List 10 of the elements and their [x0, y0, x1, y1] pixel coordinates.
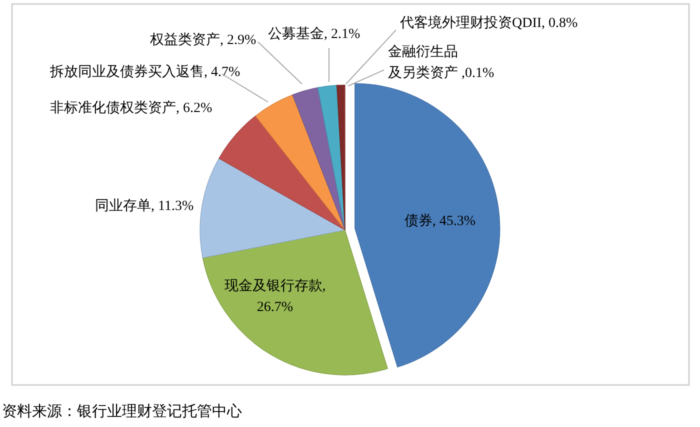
slice-label: 现金及银行存款,26.7% — [224, 278, 326, 315]
slice-label: 公募基金, 2.1% — [268, 26, 360, 42]
slice-label: 拆放同业及债券买入返售, 4.7% — [49, 64, 240, 80]
slice-label: 非标准化债权类资产, 6.2% — [50, 100, 212, 116]
slice-label: 同业存单, 11.3% — [95, 198, 194, 214]
slice-label: 权益类资产, 2.9% — [149, 32, 256, 48]
slice-label: 金融衍生品及另类资产 ,0.1% — [388, 44, 494, 81]
slice-label: 代客境外理财投资QDII, 0.8% — [399, 15, 578, 31]
text: 资料来源：银行业理财登记托管中心 — [2, 403, 242, 420]
slice-label: 债券, 45.3% — [404, 213, 476, 229]
